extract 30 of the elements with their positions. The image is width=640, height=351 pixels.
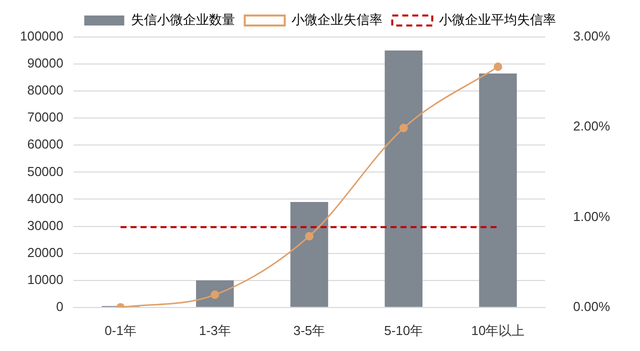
- y-tick-label: 60000: [27, 136, 64, 152]
- y-tick-label: 40000: [27, 190, 64, 206]
- x-tick-label: 5-10年: [384, 322, 424, 338]
- y-tick-label: 70000: [27, 110, 64, 125]
- y2-tick-label: 1.00%: [573, 208, 610, 224]
- y-tick-label: 10000: [27, 272, 64, 287]
- y-tick-label: 0: [56, 298, 64, 314]
- y2-tick-label: 3.00%: [573, 28, 610, 44]
- y2-tick-label: 2.00%: [573, 118, 610, 134]
- x-tick-label: 10年以上: [471, 322, 525, 338]
- y-tick-label: 80000: [27, 82, 64, 98]
- y-tick-label: 20000: [27, 244, 64, 260]
- y-tick-label: 100000: [20, 28, 64, 44]
- point: [210, 290, 220, 300]
- bar: [290, 202, 328, 307]
- legend-label: 小微企业失信率: [291, 12, 382, 28]
- point: [305, 232, 314, 240]
- point: [399, 124, 408, 132]
- point: [494, 62, 502, 71]
- x-tick-label: 1-3年: [199, 322, 231, 338]
- bar: [384, 50, 422, 307]
- y-tick-label: 50000: [27, 164, 64, 179]
- x-tick-label: 0-1年: [104, 322, 136, 338]
- legend-label: 失信小微企业数量: [130, 12, 235, 28]
- legend-label: 小微企业平均失信率: [438, 12, 556, 28]
- y-tick-label: 90000: [27, 56, 64, 71]
- bar: [479, 74, 517, 307]
- x-tick-label: 3-5年: [293, 322, 326, 338]
- y-tick-label: 30000: [27, 218, 64, 233]
- y2-tick-label: 0.00%: [573, 298, 610, 314]
